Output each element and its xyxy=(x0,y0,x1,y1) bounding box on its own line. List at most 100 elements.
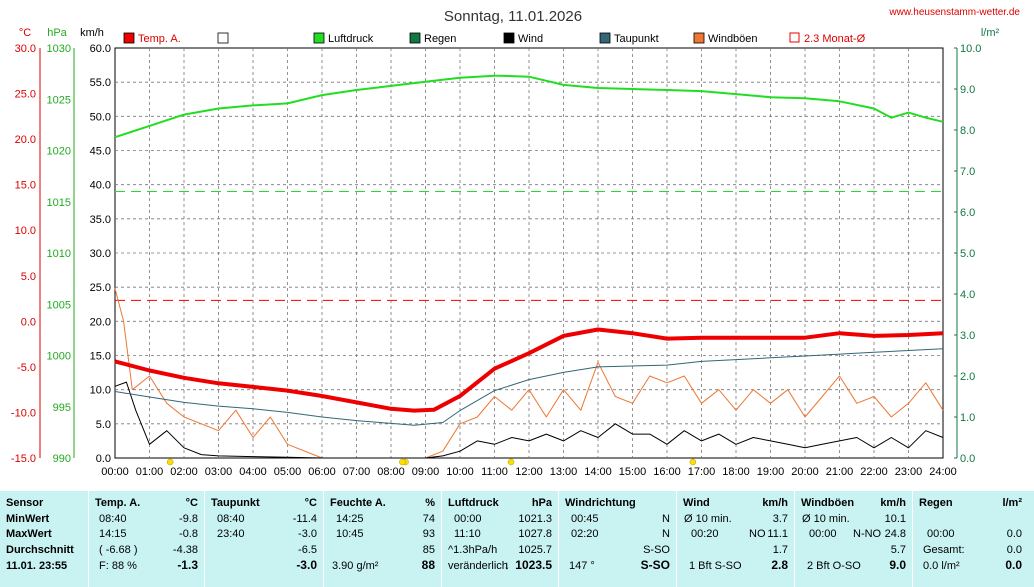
gust-avg-value: 5.7 xyxy=(890,544,906,556)
dewpoint-min-value: -11.4 xyxy=(292,513,317,525)
rain-tick-label: 0.0 xyxy=(960,453,975,465)
wind-direction-max-time: 02:20 xyxy=(571,528,599,540)
legend-label: Taupunkt xyxy=(614,33,659,45)
kmh-tick-label: 20.0 xyxy=(90,316,111,328)
x-tick-label: 05:00 xyxy=(274,466,302,475)
kmh-unit: km/h xyxy=(80,27,104,39)
x-tick-label: 08:00 xyxy=(377,466,405,475)
celsius-tick-label: 20.0 xyxy=(15,134,36,146)
legend-swatch xyxy=(599,32,611,44)
pressure-header: Luftdruck xyxy=(448,497,499,509)
x-tick-label: 07:00 xyxy=(343,466,371,475)
kmh-tick-label: 5.0 xyxy=(96,419,111,431)
dewpoint-column: Taupunkt °C 08:40 23:40 -11.4 -3.0 -6.5 … xyxy=(205,491,324,587)
hpa-tick-label: 1005 xyxy=(47,299,71,311)
hpa-tick-label: 1025 xyxy=(47,94,71,106)
x-marker-dot xyxy=(166,458,174,466)
legend-label: Wind xyxy=(518,33,543,45)
x-tick-label: 09:00 xyxy=(412,466,440,475)
x-tick-label: 10:00 xyxy=(446,466,474,475)
series-gusts-line xyxy=(114,288,944,459)
x-tick-label: 13:00 xyxy=(550,466,578,475)
wind-current-value: 2.8 xyxy=(771,558,788,572)
rain-total-value: 0.0 xyxy=(1006,544,1022,556)
temp-current-value: -1.3 xyxy=(177,558,198,572)
humidity-column: Feuchte A. % 14:25 10:45 3.90 g/m² 74 93… xyxy=(324,491,442,587)
rain-tick-label: 10.0 xyxy=(960,43,981,55)
temp-unit: °C xyxy=(185,497,198,509)
kmh-tick-label: 50.0 xyxy=(90,111,111,123)
temp-avg-note: ( -6.68 ) xyxy=(99,544,138,556)
x-tick-label: 03:00 xyxy=(205,466,233,475)
legend-label: 2.3 Monat-Ø xyxy=(804,33,866,45)
dewpoint-max-time: 23:40 xyxy=(217,528,245,540)
pressure-trend: veränderlich xyxy=(448,560,508,572)
wind-min-value: 3.7 xyxy=(772,513,788,525)
wind-direction-max-value: N xyxy=(662,528,670,540)
temp-column: Temp. A. °C 08:40 14:15 ( -6.68 ) F: 88 … xyxy=(89,491,205,587)
x-tick-label: 15:00 xyxy=(619,466,647,475)
legend-swatch xyxy=(123,32,135,44)
celsius-tick-label: -5.0 xyxy=(17,362,36,374)
rain-tick-label: 7.0 xyxy=(960,166,975,178)
hpa-tick-label: 995 xyxy=(53,402,71,414)
hpa-tick-label: 1020 xyxy=(47,146,71,158)
rain-tick-label: 4.0 xyxy=(960,289,975,301)
legend-swatch xyxy=(217,32,229,44)
legend-label: Temp. A. xyxy=(138,33,181,45)
pressure-min-value: 1021.3 xyxy=(518,513,552,525)
series-dewpoint-line xyxy=(114,348,944,426)
gust-current-value: 9.0 xyxy=(889,558,906,572)
rain-tick-label: 3.0 xyxy=(960,330,975,342)
hpa-unit: hPa xyxy=(47,27,67,39)
hpa-tick-label: 1015 xyxy=(47,197,71,209)
row-label-max: MaxWert xyxy=(6,528,52,540)
x-tick-label: 19:00 xyxy=(757,466,785,475)
hpa-tick-label: 1000 xyxy=(47,351,71,363)
x-tick-label: 12:00 xyxy=(515,466,543,475)
rain-column: Regen l/m² 00:00 Gesamt: 0.0 l/m² 0.0 0.… xyxy=(913,491,1034,587)
x-tick-label: 23:00 xyxy=(895,466,923,475)
rain-total-label: Gesamt: xyxy=(923,544,965,556)
x-marker-dot xyxy=(689,458,697,466)
dewpoint-current-value: -3.0 xyxy=(296,558,317,572)
wind-direction-header: Windrichtung xyxy=(565,497,636,509)
weather-chart: Sonntag, 11.01.2026 www.heusenstamm-wett… xyxy=(11,7,1021,475)
x-marker-dot xyxy=(399,458,406,466)
row-label-min: MinWert xyxy=(6,513,50,525)
rain-tick-label: 8.0 xyxy=(960,125,975,137)
celsius-tick-label: 10.0 xyxy=(15,225,36,237)
legend-swatch xyxy=(503,32,515,44)
x-tick-label: 01:00 xyxy=(136,466,164,475)
celsius-unit: °C xyxy=(19,27,31,39)
hpa-tick-label: 1030 xyxy=(47,43,71,55)
temp-min-time: 08:40 xyxy=(99,513,127,525)
humidity-avg-value: 85 xyxy=(422,544,435,556)
wind-direction-min-value: N xyxy=(662,513,670,525)
x-tick-label: 20:00 xyxy=(791,466,819,475)
rain-tick-label: 5.0 xyxy=(960,248,975,260)
wind-avg-value: 1.7 xyxy=(772,544,788,556)
site-url[interactable]: www.heusenstamm-wetter.de xyxy=(888,7,1020,18)
row-label-avg: Durchschnitt xyxy=(6,544,74,556)
legend-label: Luftdruck xyxy=(328,33,374,45)
chart-title: Sonntag, 11.01.2026 xyxy=(444,8,582,25)
humidity-unit: % xyxy=(425,497,435,509)
x-tick-label: 14:00 xyxy=(584,466,612,475)
pressure-trend-arrow-icon: ↓ xyxy=(504,558,510,572)
gust-beaufort: 2 Bft O-SO xyxy=(807,560,861,572)
legend-label: Windböen xyxy=(708,33,758,45)
wind-direction-column: Windrichtung 00:45 02:20 147 ° N N S-SO … xyxy=(559,491,677,587)
x-tick-label: 17:00 xyxy=(688,466,716,475)
humidity-current-value: 88 xyxy=(421,558,435,572)
kmh-tick-label: 55.0 xyxy=(90,77,111,89)
gust-max-value: 24.8 xyxy=(884,528,906,540)
pressure-rate: ^1.3hPa/h xyxy=(448,544,498,556)
rain-unit: l/m² xyxy=(981,27,1000,39)
x-tick-label: 00:00 xyxy=(101,466,129,475)
pressure-current-value: 1023.5 xyxy=(515,558,552,572)
wind-beaufort: 1 Bft S-SO xyxy=(689,560,742,572)
row-label-current: 11.01. 23:55 xyxy=(6,560,68,572)
wind-min-label: Ø 10 min. xyxy=(684,513,732,525)
temp-max-value: -0.8 xyxy=(179,528,198,540)
